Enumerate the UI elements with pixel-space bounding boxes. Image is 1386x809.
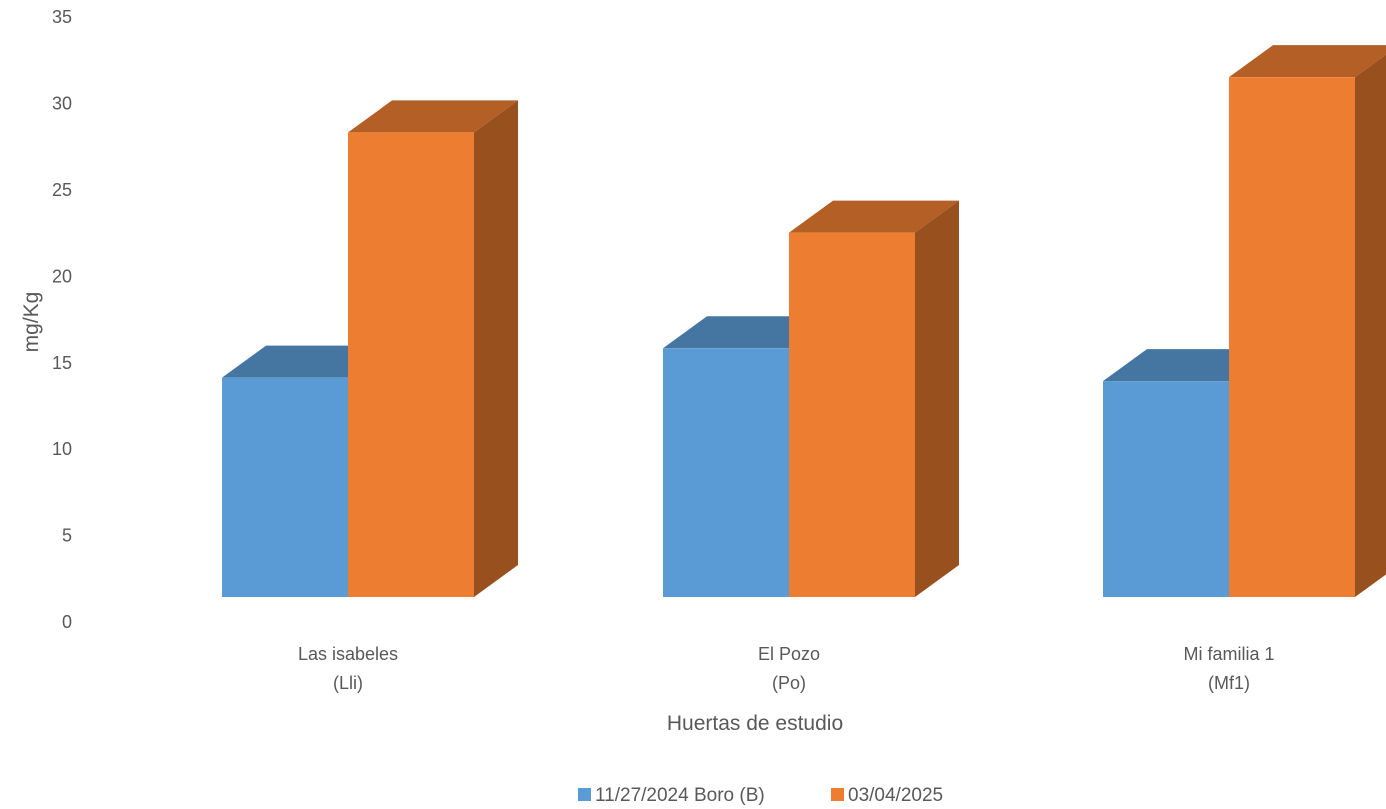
y-tick-label: 30 [52, 94, 72, 114]
bar-front-face [1229, 77, 1355, 598]
bar-front-face [222, 377, 348, 597]
bar [348, 100, 518, 597]
y-tick-label: 20 [52, 266, 72, 286]
x-category-label: Mi familia 1 (Mf1) [1183, 644, 1274, 693]
legend: 11/27/2024 Boro (B) 03/04/2025 [578, 785, 943, 806]
bars [222, 45, 1386, 598]
x-category-label: El Pozo (Po) [758, 644, 820, 693]
bar-top-face [348, 100, 518, 133]
y-tick-label: 10 [52, 439, 72, 459]
legend-swatch [831, 788, 844, 801]
x-axis-title: Huertas de estudio [667, 712, 843, 735]
bar-front-face [348, 132, 474, 597]
bar-top-face [789, 200, 959, 233]
bar-side-face [915, 200, 959, 597]
x-category-label: Las isabeles (Lli) [298, 644, 398, 693]
bar-side-face [1355, 54, 1386, 597]
bar-front-face [1103, 381, 1229, 597]
bar [1229, 45, 1386, 598]
legend-item: 03/04/2025 [831, 785, 943, 806]
y-tick-label: 35 [52, 7, 72, 27]
bar-front-face [663, 348, 789, 597]
bar-side-face [474, 100, 518, 597]
bar-front-face [789, 232, 915, 597]
legend-label: 11/27/2024 Boro (B) [595, 785, 765, 806]
bar [789, 200, 959, 597]
x-axis-categories: Las isabeles (Lli) El Pozo (Po) Mi familia 1… [298, 644, 1275, 693]
legend-item: 11/27/2024 Boro (B) [578, 785, 765, 806]
bar-top-face [1229, 45, 1386, 78]
y-tick-label: 25 [52, 180, 72, 200]
legend-swatch [578, 788, 591, 801]
y-axis-ticks: 0 5 10 15 20 25 30 35 [52, 7, 72, 632]
y-axis-title: mg/Kg [20, 292, 43, 353]
y-tick-label: 15 [52, 353, 72, 373]
y-tick-label: 5 [62, 526, 72, 546]
y-tick-label: 0 [62, 612, 72, 632]
legend-label: 03/04/2025 [848, 785, 943, 806]
